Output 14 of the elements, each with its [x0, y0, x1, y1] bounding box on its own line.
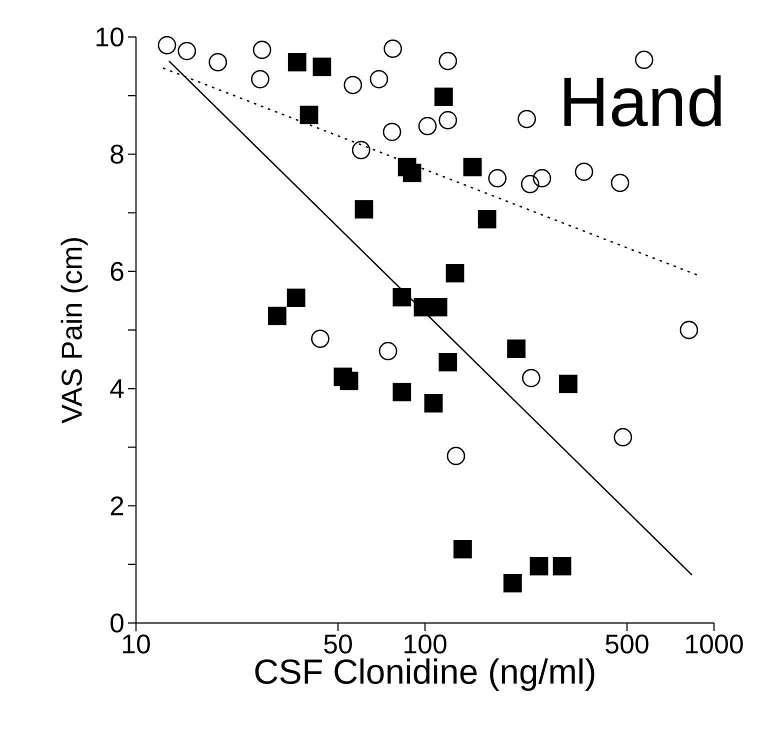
y-axis-title: VAS Pain (cm)	[60, 238, 88, 424]
annotation: Hand	[564, 75, 721, 127]
x-tick-label: 1000	[686, 634, 743, 654]
y-tick-label: 2	[110, 496, 124, 516]
y-tick-label: 0	[110, 613, 124, 633]
x-tick-label: 50	[324, 634, 352, 654]
y-tick-label: 6	[110, 262, 124, 281]
x-tick-label: 100	[404, 634, 446, 654]
x-axis-title: CSF Clonidine (ng/ml)	[255, 658, 594, 691]
x-tick-label: 10	[123, 634, 150, 654]
y-tick-label: 4	[110, 379, 124, 398]
x-tick-label: 500	[606, 634, 648, 654]
y-tick-label: 8	[110, 144, 124, 164]
y-tick-label: 10	[96, 27, 124, 47]
